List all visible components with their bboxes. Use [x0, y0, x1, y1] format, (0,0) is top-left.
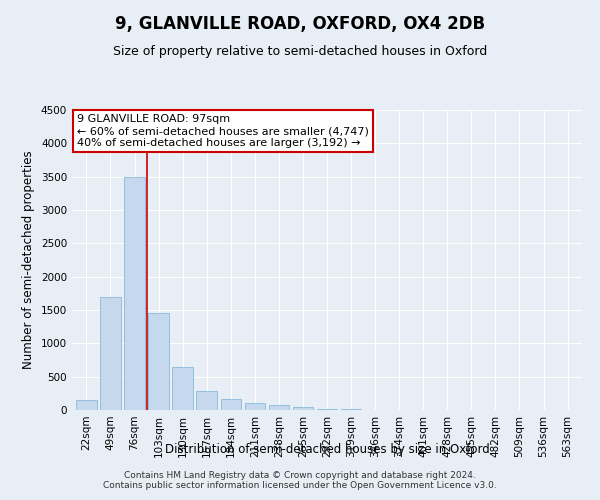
- Bar: [245, 404, 265, 410]
- Bar: [124, 176, 145, 410]
- Y-axis label: Number of semi-detached properties: Number of semi-detached properties: [22, 150, 35, 370]
- Text: Size of property relative to semi-detached houses in Oxford: Size of property relative to semi-detach…: [113, 45, 487, 58]
- Text: 9, GLANVILLE ROAD, OXFORD, OX4 2DB: 9, GLANVILLE ROAD, OXFORD, OX4 2DB: [115, 15, 485, 33]
- Bar: [269, 406, 289, 410]
- Bar: [293, 406, 313, 410]
- Bar: [100, 296, 121, 410]
- Bar: [317, 408, 337, 410]
- Bar: [221, 400, 241, 410]
- Bar: [172, 366, 193, 410]
- Bar: [196, 392, 217, 410]
- Text: 9 GLANVILLE ROAD: 97sqm
← 60% of semi-detached houses are smaller (4,747)
40% of: 9 GLANVILLE ROAD: 97sqm ← 60% of semi-de…: [77, 114, 369, 148]
- Bar: [76, 400, 97, 410]
- Text: Distribution of semi-detached houses by size in Oxford: Distribution of semi-detached houses by …: [164, 442, 490, 456]
- Text: Contains HM Land Registry data © Crown copyright and database right 2024.
Contai: Contains HM Land Registry data © Crown c…: [103, 470, 497, 490]
- Bar: [148, 314, 169, 410]
